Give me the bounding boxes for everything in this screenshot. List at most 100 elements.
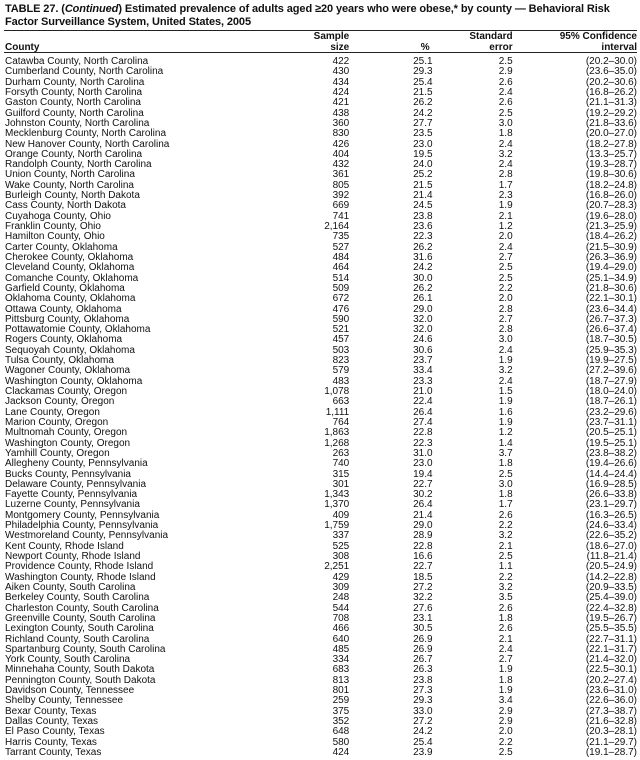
county-cell: Pittsburg County, Oklahoma bbox=[5, 313, 130, 325]
table-row: York County, South Carolina 334 26.7 2.7 (21… bbox=[4, 654, 637, 666]
county-cell: Wake County, North Carolina bbox=[5, 179, 134, 191]
confidence-interval-cell: (19.9–27.5) bbox=[585, 355, 637, 367]
percent-cell: 26.2 bbox=[413, 241, 433, 253]
percent-cell: 23.8 bbox=[413, 674, 433, 686]
table-row: Philadelphia County, Pennsylvania 1,759 29… bbox=[4, 520, 637, 532]
table-row: Washington County, Rhode Island 429 18.5 2.… bbox=[4, 571, 637, 583]
county-cell: Philadelphia County, Pennsylvania bbox=[5, 520, 159, 532]
standard-error-cell: 2.2 bbox=[498, 736, 513, 748]
county-cell: Marion County, Oregon bbox=[5, 416, 109, 428]
table-row: Multnomah County, Oregon 1,863 22.8 1.2 (20.… bbox=[4, 427, 637, 439]
standard-error-cell: 1.1 bbox=[498, 561, 513, 573]
percent-cell: 30.5 bbox=[413, 623, 433, 635]
percent-cell: 21.4 bbox=[413, 190, 433, 202]
standard-error-cell: 2.7 bbox=[498, 313, 513, 325]
county-cell: New Hanover County, North Carolina bbox=[5, 138, 170, 150]
percent-cell: 28.9 bbox=[413, 530, 433, 542]
confidence-interval-cell: (23.8–38.2) bbox=[585, 447, 637, 459]
header-county: County bbox=[4, 31, 302, 53]
table-row: Bucks County, Pennsylvania 315 19.4 2.5 (14.… bbox=[4, 468, 637, 480]
standard-error-cell: 1.5 bbox=[498, 386, 513, 397]
percent-cell: 29.3 bbox=[413, 66, 433, 78]
table-row: Guilford County, North Carolina 438 24.2 2.… bbox=[4, 107, 637, 119]
percent-cell: 29.3 bbox=[413, 695, 433, 707]
sample-size-cell: 476 bbox=[332, 303, 350, 315]
standard-error-cell: 2.5 bbox=[498, 468, 513, 480]
percent-cell: 26.2 bbox=[413, 282, 433, 294]
percent-cell: 31.6 bbox=[413, 251, 433, 263]
confidence-interval-cell: (19.5–25.1) bbox=[585, 437, 637, 449]
standard-error-cell: 2.4 bbox=[498, 138, 513, 150]
percent-cell: 27.4 bbox=[413, 416, 433, 428]
confidence-interval-cell: (13.3–25.7) bbox=[585, 148, 637, 160]
standard-error-cell: 1.9 bbox=[498, 416, 513, 428]
table-row: Mecklenburg County, North Carolina 830 23.… bbox=[4, 128, 637, 140]
percent-cell: 27.3 bbox=[413, 685, 433, 697]
sample-size-cell: 830 bbox=[332, 128, 350, 140]
sample-size-cell: 683 bbox=[332, 664, 350, 676]
percent-cell: 25.4 bbox=[413, 736, 433, 748]
standard-error-cell: 2.4 bbox=[498, 344, 513, 356]
standard-error-cell: 2.9 bbox=[498, 66, 513, 78]
county-cell: Tulsa County, Oklahoma bbox=[5, 355, 114, 367]
sample-size-cell: 484 bbox=[332, 251, 350, 263]
sample-size-cell: 735 bbox=[332, 231, 350, 243]
standard-error-cell: 1.6 bbox=[498, 406, 513, 418]
confidence-interval-cell: (18.0–24.0) bbox=[585, 386, 637, 397]
standard-error-cell: 3.0 bbox=[498, 117, 513, 129]
percent-cell: 24.2 bbox=[413, 107, 433, 119]
standard-error-cell: 2.1 bbox=[498, 540, 513, 552]
sample-size-cell: 590 bbox=[332, 313, 350, 325]
county-cell: Franklin County, Ohio bbox=[5, 221, 101, 232]
county-cell: Greenville County, South Carolina bbox=[5, 612, 156, 624]
standard-error-cell: 2.7 bbox=[498, 251, 513, 263]
table-row: Pittsburg County, Oklahoma 590 32.0 2.7 (26.… bbox=[4, 313, 637, 325]
county-cell: Kent County, Rhode Island bbox=[5, 540, 124, 552]
percent-cell: 26.9 bbox=[413, 633, 433, 645]
standard-error-cell: 1.9 bbox=[498, 685, 513, 697]
confidence-interval-cell: (19.2–29.2) bbox=[585, 107, 637, 119]
sample-size-cell: 801 bbox=[332, 685, 350, 697]
sample-size-cell: 1,343 bbox=[324, 489, 350, 501]
confidence-interval-cell: (22.4–32.8) bbox=[585, 602, 637, 614]
confidence-interval-cell: (23.1–29.7) bbox=[585, 499, 637, 511]
table-row: Comanche County, Oklahoma 514 30.0 2.5 (25.1… bbox=[4, 273, 637, 284]
county-cell: Richland County, South Carolina bbox=[5, 633, 150, 645]
percent-cell: 22.8 bbox=[413, 427, 433, 439]
sample-size-cell: 580 bbox=[332, 736, 350, 748]
confidence-interval-cell: (22.1–30.1) bbox=[585, 293, 637, 305]
percent-cell: 23.0 bbox=[413, 138, 433, 150]
sample-size-cell: 309 bbox=[332, 581, 350, 593]
confidence-interval-cell: (26.6–37.4) bbox=[585, 324, 637, 336]
sample-size-cell: 1,111 bbox=[325, 406, 350, 418]
sample-size-cell: 392 bbox=[332, 190, 350, 202]
confidence-interval-cell: (19.8–30.6) bbox=[585, 169, 637, 181]
sample-size-cell: 1,268 bbox=[324, 437, 350, 449]
percent-cell: 18.5 bbox=[413, 571, 433, 583]
standard-error-cell: 2.4 bbox=[498, 375, 513, 387]
table-row: Union County, North Carolina 361 25.2 2.8 (1… bbox=[4, 169, 637, 181]
table-row: Minnehaha County, South Dakota 683 26.3 1.9… bbox=[4, 664, 637, 676]
table-row: Burleigh County, North Dakota 392 21.4 2.3 (… bbox=[4, 190, 637, 202]
standard-error-cell: 1.7 bbox=[498, 499, 513, 511]
sample-size-cell: 1,759 bbox=[324, 520, 350, 532]
confidence-interval-cell: (26.6–33.8) bbox=[585, 489, 637, 501]
table-row: Allegheny County, Pennsylvania 740 23.0 1.8… bbox=[4, 458, 637, 469]
table-row: Berkeley County, South Carolina 248 32.2 3.… bbox=[4, 592, 637, 603]
sample-size-cell: 1,078 bbox=[324, 386, 350, 397]
county-cell: Durham County, North Carolina bbox=[5, 76, 145, 88]
county-cell: York County, South Carolina bbox=[5, 654, 131, 666]
standard-error-cell: 2.1 bbox=[498, 210, 513, 222]
percent-cell: 26.2 bbox=[413, 97, 433, 109]
percent-cell: 26.7 bbox=[413, 654, 433, 666]
percent-cell: 31.0 bbox=[413, 447, 433, 459]
confidence-interval-cell: (20.7–28.3) bbox=[585, 200, 637, 212]
sample-size-cell: 430 bbox=[332, 66, 350, 78]
county-cell: Shelby County, Tennessee bbox=[5, 695, 124, 707]
sample-size-cell: 352 bbox=[332, 716, 350, 727]
confidence-interval-cell: (27.3–38.7) bbox=[585, 705, 637, 717]
county-cell: Jackson County, Oregon bbox=[5, 396, 115, 408]
county-cell: Lane County, Oregon bbox=[5, 406, 100, 418]
sample-size-cell: 375 bbox=[332, 705, 350, 717]
confidence-interval-cell: (19.4–29.0) bbox=[585, 262, 637, 274]
